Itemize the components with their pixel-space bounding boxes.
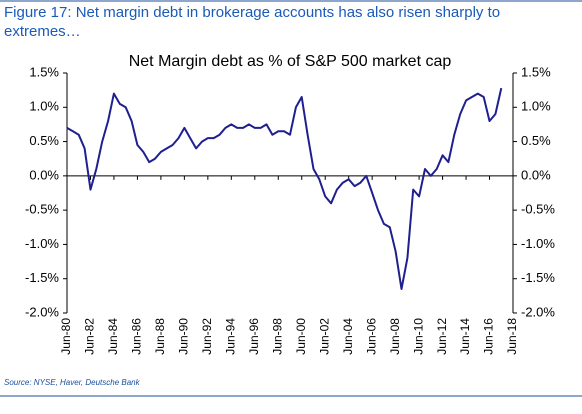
x-tick-label: Jun-16 xyxy=(482,318,496,355)
source: Source: NYSE, Haver, Deutsche Bank xyxy=(4,378,141,387)
y-tick-label: 1.0% xyxy=(29,99,59,114)
data-line xyxy=(66,87,503,290)
figure-title: extremes… xyxy=(4,23,81,40)
y-tick-label: -2.0% xyxy=(25,304,59,319)
x-tick-label: Jun-96 xyxy=(247,318,261,355)
x-tick-label: Jun-02 xyxy=(317,318,331,355)
y-tick-label: 0.0% xyxy=(29,167,59,182)
y2-tick-label: -1.0% xyxy=(521,236,555,251)
y2-tick-label: -0.5% xyxy=(521,202,555,217)
y2-tick-label: 1.0% xyxy=(521,99,551,114)
y-tick-label: 0.5% xyxy=(29,133,59,148)
x-tick-label: Jun-94 xyxy=(223,318,237,355)
x-tick-label: Jun-98 xyxy=(270,318,284,355)
figure-title: Figure 17: Net margin debt in brokerage … xyxy=(4,4,500,21)
y2-tick-label: -2.0% xyxy=(521,304,555,319)
x-tick-label: Jun-80 xyxy=(59,318,73,355)
y2-tick-label: 0.0% xyxy=(521,167,551,182)
x-tick-label: Jun-90 xyxy=(177,318,191,355)
x-tick-label: Jun-12 xyxy=(435,318,449,355)
x-tick-label: Jun-84 xyxy=(106,318,120,355)
x-tick-label: Jun-92 xyxy=(200,318,214,355)
chart-title: Net Margin debt as % of S&P 500 market c… xyxy=(129,53,452,70)
x-tick-label: Jun-10 xyxy=(411,318,425,355)
x-tick-label: Jun-06 xyxy=(364,318,378,355)
y2-tick-label: 1.5% xyxy=(521,64,551,79)
x-tick-label: Jun-18 xyxy=(505,318,519,355)
y-tick-label: -0.5% xyxy=(25,202,59,217)
x-tick-label: Jun-08 xyxy=(388,318,402,355)
x-tick-label: Jun-00 xyxy=(294,318,308,355)
y-tick-label: -1.5% xyxy=(25,270,59,285)
y2-tick-label: 0.5% xyxy=(521,133,551,148)
x-tick-label: Jun-14 xyxy=(458,318,472,355)
x-tick-label: Jun-88 xyxy=(153,318,167,355)
y-tick-label: -1.0% xyxy=(25,236,59,251)
x-tick-label: Jun-86 xyxy=(130,318,144,355)
x-tick-label: Jun-82 xyxy=(83,318,97,355)
y-tick-label: 1.5% xyxy=(29,64,59,79)
x-tick-label: Jun-04 xyxy=(341,318,355,355)
y2-tick-label: -1.5% xyxy=(521,270,555,285)
